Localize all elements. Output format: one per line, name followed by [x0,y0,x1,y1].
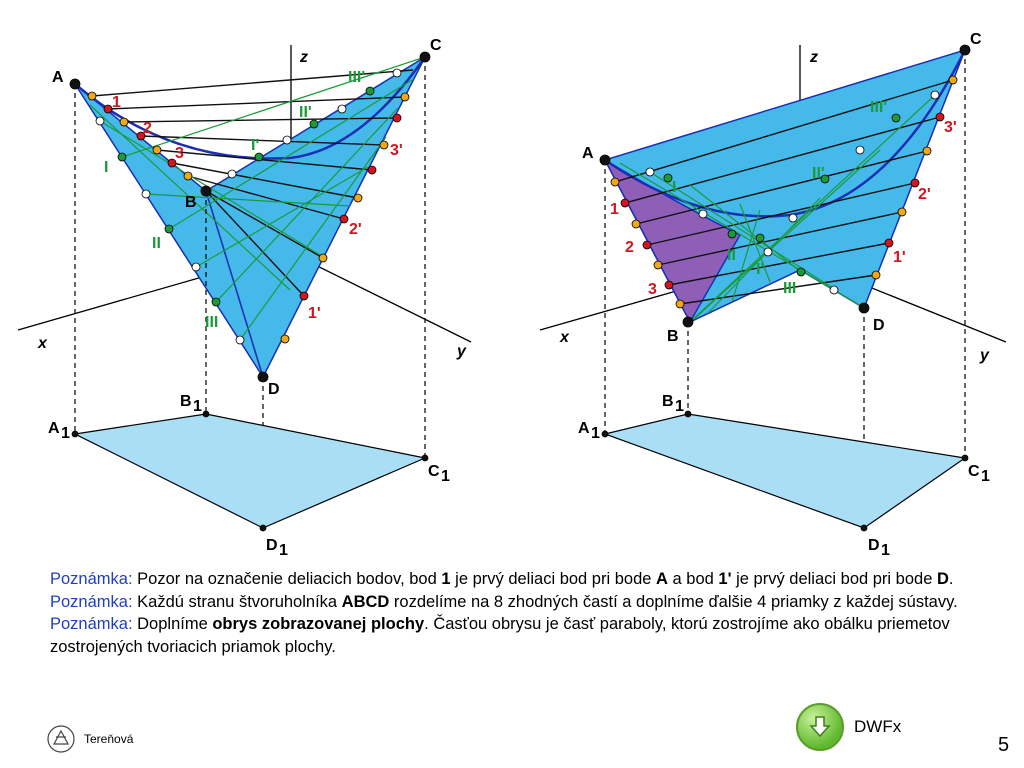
svg-text:1: 1 [61,425,70,442]
label-Ip-left: I' [251,137,259,154]
svg-text:A: A [578,420,590,437]
label-A-left: A [52,69,64,86]
label-x-left: x [37,335,48,352]
label-1-right: 1 [610,201,619,218]
svg-text:D: D [868,537,880,554]
label-1p-left: 1' [308,305,321,322]
svg-text:1: 1 [279,542,288,559]
label-3p-left: 3' [390,142,403,159]
label-1-left: 1 [112,94,121,111]
label-IIp-left: II' [299,104,312,121]
label-3p-right: 3' [944,119,957,136]
division-points-right [599,44,971,532]
label-I-right: I [672,179,676,196]
label-2-left: 2 [143,120,152,137]
svg-text:1: 1 [441,468,450,485]
label-B-left: B [185,194,197,211]
svg-text:1: 1 [881,542,890,559]
label-A-right: A [582,145,594,162]
svg-text:1: 1 [675,398,684,415]
author-credit: Tereňová [46,724,133,754]
author-logo-icon [47,725,75,753]
label-z-left: z [299,49,308,66]
generators-green-left [89,56,426,341]
svg-text:1: 1 [591,425,600,442]
note-1: Poznámka: Pozor na označenie deliacich b… [50,570,954,588]
svg-text:1: 1 [981,468,990,485]
svg-text:1: 1 [193,398,202,415]
label-C-right: C [970,31,982,48]
right-figure: A B C D z x y 1 2 3 1' 2' 3' I II III I'… [539,31,1007,559]
note-2: Poznámka: Každú stranu štvoruholníka ABC… [50,592,958,611]
division-points-left [69,51,431,532]
label-IIIp-right: III' [870,99,887,116]
page-number: 5 [998,734,1010,756]
left-figure: A B C D z x y 1 2 3 1' 2' 3' I II III I'… [17,37,472,559]
label-y-right: y [979,347,990,364]
svg-text:B: B [662,393,674,410]
label-III-left: III [205,314,218,331]
label-z-right: z [809,49,818,66]
dwfx-label[interactable]: DWFx [854,717,902,736]
label-Ip-right: I' [756,261,764,278]
label-3-left: 3 [175,145,184,162]
download-arrow-icon[interactable] [796,703,844,751]
label-III-right: III [783,280,796,297]
ground-plan-left [73,413,427,529]
label-x-right: x [559,329,570,346]
label-3-right: 3 [648,281,657,298]
label-D-left: D [268,381,280,398]
label-II-right: II [727,247,736,264]
label-y-left: y [456,343,467,360]
generators-green-right [619,94,936,323]
label-IIp-right: II' [812,165,825,182]
label-B-right: B [667,328,679,345]
svg-text:B: B [180,393,192,410]
label-IIIp-left: III' [348,69,365,86]
svg-text:C: C [968,463,980,480]
label-2p-left: 2' [349,221,362,238]
label-2p-right: 2' [918,186,931,203]
label-1p-right: 1' [893,249,906,266]
ground-plan-right [602,413,967,529]
label-D-right: D [873,317,885,334]
svg-text:C: C [428,463,440,480]
label-II-left: II [152,235,161,252]
svg-text:D: D [266,537,278,554]
author-name: Tereňová [84,732,134,746]
label-C-left: C [430,37,442,54]
svg-text:A: A [48,420,60,437]
label-I-left: I [104,159,108,176]
label-2-right: 2 [625,239,634,256]
generators-black-right [614,79,954,305]
notes-block: Poznámka: Pozor na označenie deliacich b… [50,568,990,658]
note-3: Poznámka: Doplníme obrys zobrazovanej pl… [50,615,950,656]
contour-parabola-left [74,56,427,160]
dwfx-download[interactable]: DWFx [796,703,901,751]
